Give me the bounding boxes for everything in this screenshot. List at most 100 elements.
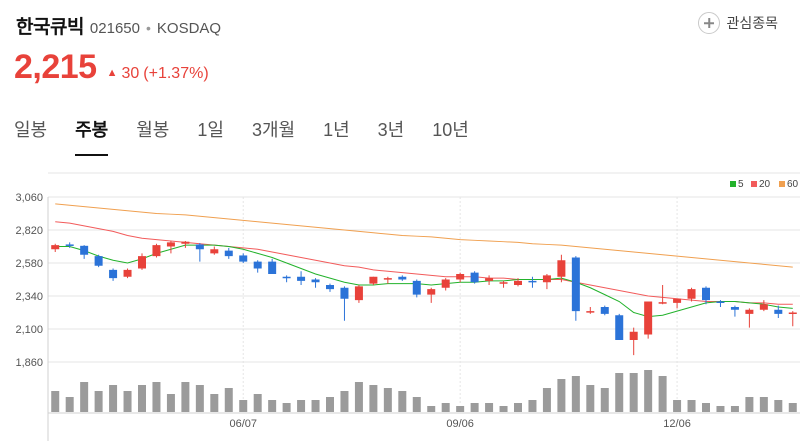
volume-bar <box>239 400 248 412</box>
volume-bar <box>629 373 638 412</box>
candle-body <box>716 301 725 303</box>
volume-bar <box>499 406 508 412</box>
tab-4[interactable]: 3개월 <box>251 120 296 140</box>
candle-body <box>282 276 291 279</box>
add-watchlist-button[interactable]: 관심종목 <box>698 12 778 34</box>
legend-label: 5 <box>738 179 744 190</box>
volume-bar <box>297 400 306 412</box>
candle-body <box>80 245 89 255</box>
ma60-line <box>55 203 793 268</box>
volume-bar <box>138 385 146 412</box>
candle-body <box>369 276 378 284</box>
candle-body <box>441 279 450 288</box>
stock-header: 한국큐빅 021650 • KOSDAQ <box>16 12 221 40</box>
candle-body <box>542 275 551 283</box>
volume-bar <box>268 400 277 412</box>
x-tick-label: 09/06 <box>446 418 474 430</box>
volume-bar <box>759 397 768 412</box>
tab-2[interactable]: 월봉 <box>136 120 170 140</box>
tab-3[interactable]: 1일 <box>197 120 224 140</box>
legend-swatch <box>751 181 757 187</box>
legend-swatch <box>730 181 736 187</box>
y-tick-label: 2,340 <box>15 291 43 303</box>
volume-bar <box>369 385 378 412</box>
candle-body <box>629 331 638 340</box>
tab-6[interactable]: 3년 <box>377 120 405 140</box>
candle-body <box>311 279 320 283</box>
stock-name: 한국큐빅 <box>16 17 84 38</box>
stock-separator: • <box>145 20 151 36</box>
candle-body <box>600 307 609 314</box>
candle-body <box>210 249 219 254</box>
candle-body <box>673 298 682 303</box>
ma20-line <box>55 221 793 305</box>
candle-body <box>166 242 175 247</box>
volume-bar <box>788 403 797 412</box>
volume-bar <box>673 400 682 412</box>
x-tick-label: 12/06 <box>663 418 691 430</box>
volume-bar <box>615 373 624 412</box>
candle-body <box>109 269 118 279</box>
volume-bar <box>412 397 421 412</box>
candle-body <box>485 278 494 281</box>
tab-7[interactable]: 10년 <box>432 120 469 140</box>
volume-bar <box>470 403 479 412</box>
candle-body <box>51 245 60 250</box>
candle-body <box>470 272 479 283</box>
candle-body <box>268 261 277 274</box>
volume-bar <box>542 388 551 412</box>
watchlist-label: 관심종목 <box>726 15 778 31</box>
candle-body <box>181 241 190 244</box>
volume-bar <box>745 397 754 412</box>
volume-bar <box>658 376 667 412</box>
volume-bar <box>485 403 494 412</box>
volume-bar <box>109 385 118 412</box>
volume-bar <box>195 385 204 412</box>
volume-bar <box>571 376 580 412</box>
volume-bar <box>383 388 392 412</box>
tab-0[interactable]: 일봉 <box>14 120 48 140</box>
volume-bar <box>340 391 349 412</box>
candle-body <box>456 274 465 280</box>
change-percent: (+1.37%) <box>143 65 209 82</box>
candle-body <box>297 276 306 281</box>
volume-bar <box>557 379 566 412</box>
tab-5[interactable]: 1년 <box>323 120 350 140</box>
volume-bar <box>210 394 219 412</box>
volume-bar <box>253 394 262 412</box>
volume-bar <box>441 403 450 412</box>
candle-body <box>615 315 624 340</box>
plus-circle-icon <box>698 12 721 34</box>
volume-bar <box>51 391 60 412</box>
candle-body <box>759 304 768 310</box>
stock-chart[interactable]: 3,060 2,820 2,580 2,340 2,100 1,860 06/07 09/06… <box>0 172 804 441</box>
candle-body <box>65 244 74 246</box>
candle-body <box>398 276 407 280</box>
volume-bar <box>644 370 653 412</box>
chart-canvas[interactable]: 3,060 2,820 2,580 2,340 2,100 1,860 06/07 09/06… <box>0 172 804 441</box>
volume-bar <box>687 400 696 412</box>
candle-body <box>658 302 667 304</box>
legend-label: 20 <box>759 179 771 190</box>
candle-body <box>152 245 161 257</box>
volume-bar <box>224 388 233 412</box>
candle-body <box>702 287 710 301</box>
volume-bar <box>586 385 595 412</box>
change-amount: 30 <box>121 65 140 82</box>
candle-body <box>195 244 204 250</box>
volume-bar <box>600 388 609 412</box>
candle-body <box>687 289 696 299</box>
candle-body <box>745 309 754 314</box>
volume-bar <box>427 406 436 412</box>
volume-bar <box>456 406 465 412</box>
volume-bar <box>282 403 291 412</box>
candle-body <box>730 307 739 310</box>
y-tick-label: 3,060 <box>15 192 43 204</box>
volume-bar <box>326 397 334 412</box>
candle-body <box>557 260 566 277</box>
volume-bar <box>716 406 725 412</box>
volume-bar <box>123 391 132 412</box>
candle-body <box>94 256 103 266</box>
candle-body <box>340 287 349 299</box>
tab-1[interactable]: 주봉 <box>75 116 109 156</box>
